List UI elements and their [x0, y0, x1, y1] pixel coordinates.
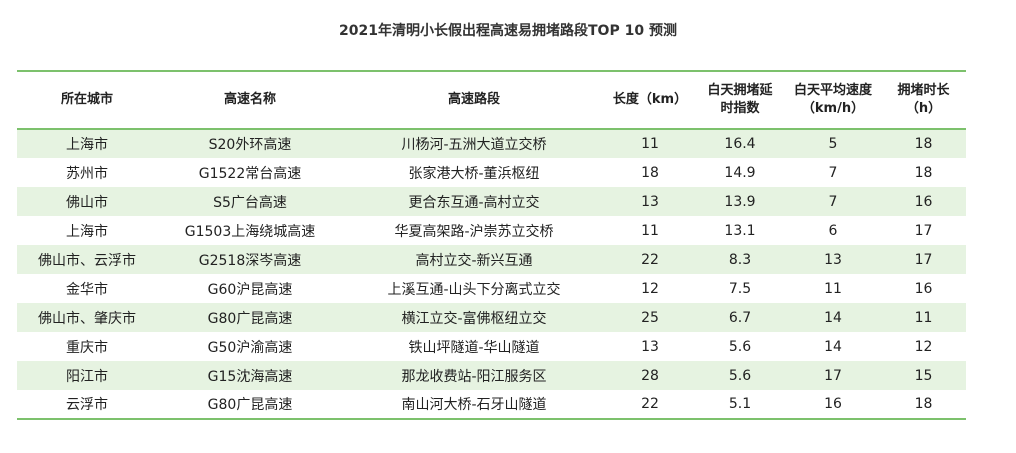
- cell-congestion-duration: 18: [881, 129, 966, 158]
- cell-length: 12: [641, 280, 659, 297]
- header-length: 长度（km）: [605, 70, 695, 130]
- cell-city: 上海市: [66, 223, 108, 240]
- cell-congestion-duration: 11: [881, 303, 966, 332]
- cell-city: 佛山市、肇庆市: [17, 303, 157, 332]
- cell-delay-index: 6.7: [695, 303, 785, 332]
- cell-highway-name: G80广昆高速: [157, 390, 343, 420]
- cell-city: 苏州市: [66, 165, 108, 182]
- cell-highway-section: 高村立交-新兴互通: [343, 245, 605, 274]
- cell-average-speed: 5: [785, 129, 881, 158]
- header-congestion-duration: 拥堵时长 （h）: [881, 70, 966, 130]
- cell-highway-section: 南山河大桥-石牙山隧道: [343, 390, 605, 420]
- cell-delay-index: 5.1: [695, 390, 785, 420]
- cell-average-speed: 11: [824, 280, 842, 297]
- cell-length: 13: [605, 187, 695, 216]
- cell-city: 上海市: [17, 129, 157, 158]
- cell-highway-name: G60沪昆高速: [207, 281, 293, 298]
- table-header: 所在城市 高速名称 高速路段 长度（km） 白天拥堵延 时指数 白天平均速度 （…: [17, 70, 966, 130]
- cell-highway-section: 上溪互通-山头下分离式立交: [387, 281, 561, 298]
- cell-city: 金华市: [66, 281, 108, 298]
- cell-average-speed: 7: [785, 187, 881, 216]
- congestion-table-container: 所在城市 高速名称 高速路段 长度（km） 白天拥堵延 时指数 白天平均速度 （…: [17, 70, 966, 420]
- cell-city: 重庆市: [66, 339, 108, 356]
- cell-highway-name: S5广台高速: [157, 187, 343, 216]
- cell-delay-index: 14.9: [724, 164, 756, 181]
- cell-delay-index: 16.4: [695, 129, 785, 158]
- cell-highway-name: S20外环高速: [157, 129, 343, 158]
- cell-congestion-duration: 15: [881, 361, 966, 390]
- cell-city: 佛山市: [17, 187, 157, 216]
- header-city: 所在城市: [17, 70, 157, 130]
- cell-congestion-duration: 17: [881, 245, 966, 274]
- cell-congestion-duration: 12: [914, 338, 933, 355]
- table-row: 金华市 G60沪昆高速 上溪互通-山头下分离式立交 12 7.5 11 16: [17, 274, 966, 303]
- cell-highway-section: 那龙收费站-阳江服务区: [343, 361, 605, 390]
- cell-highway-name: G2518深岑高速: [157, 245, 343, 274]
- cell-city: 阳江市: [17, 361, 157, 390]
- cell-city: 佛山市、云浮市: [17, 245, 157, 274]
- header-row: 所在城市 高速名称 高速路段 长度（km） 白天拥堵延 时指数 白天平均速度 （…: [17, 70, 966, 130]
- table-row: 阳江市 G15沈海高速 那龙收费站-阳江服务区 28 5.6 17 15: [17, 361, 966, 390]
- cell-average-speed: 16: [785, 390, 881, 420]
- cell-highway-name: G50沪渝高速: [207, 339, 293, 356]
- cell-delay-index: 5.6: [728, 338, 752, 355]
- congestion-table: 所在城市 高速名称 高速路段 长度（km） 白天拥堵延 时指数 白天平均速度 （…: [17, 70, 966, 420]
- table-row: 佛山市、肇庆市 G80广昆高速 横江立交-富佛枢纽立交 25 6.7 14 11: [17, 303, 966, 332]
- cell-length: 11: [641, 222, 659, 239]
- cell-highway-section: 横江立交-富佛枢纽立交: [343, 303, 605, 332]
- cell-highway-name: G80广昆高速: [157, 303, 343, 332]
- cell-congestion-duration: 18: [881, 390, 966, 420]
- header-average-speed: 白天平均速度 （km/h）: [785, 70, 881, 130]
- cell-highway-section: 更合东互通-高村立交: [343, 187, 605, 216]
- cell-length: 22: [605, 245, 695, 274]
- cell-average-speed: 17: [785, 361, 881, 390]
- cell-length: 11: [605, 129, 695, 158]
- header-highway-section: 高速路段: [343, 70, 605, 130]
- cell-highway-name: G1522常台高速: [198, 165, 302, 182]
- cell-delay-index: 7.5: [728, 280, 752, 297]
- cell-length: 18: [641, 164, 659, 181]
- table-row: 佛山市、云浮市 G2518深岑高速 高村立交-新兴互通 22 8.3 13 17: [17, 245, 966, 274]
- cell-length: 22: [605, 390, 695, 420]
- header-delay-index: 白天拥堵延 时指数: [695, 70, 785, 130]
- cell-average-speed: 13: [785, 245, 881, 274]
- cell-delay-index: 13.1: [724, 222, 756, 239]
- cell-highway-section: 铁山坪隧道-华山隧道: [408, 339, 540, 356]
- page-title: 2021年清明小长假出程高速易拥堵路段TOP 10 预测: [339, 23, 677, 39]
- cell-highway-section: 华夏高架路-沪崇苏立交桥: [394, 223, 554, 240]
- cell-congestion-duration: 16: [881, 187, 966, 216]
- table-row: 云浮市 G80广昆高速 南山河大桥-石牙山隧道 22 5.1 16 18: [17, 390, 966, 420]
- cell-congestion-duration: 16: [914, 280, 933, 297]
- cell-congestion-duration: 17: [914, 222, 933, 239]
- cell-highway-name: G1503上海绕城高速: [184, 223, 316, 240]
- cell-average-speed: 14: [785, 303, 881, 332]
- table-row: 佛山市 S5广台高速 更合东互通-高村立交 13 13.9 7 16: [17, 187, 966, 216]
- table-row: 上海市 S20外环高速 川杨河-五洲大道立交桥 11 16.4 5 18: [17, 129, 966, 158]
- cell-average-speed: 7: [828, 164, 838, 181]
- cell-delay-index: 13.9: [695, 187, 785, 216]
- cell-average-speed: 14: [824, 338, 842, 355]
- cell-delay-index: 8.3: [695, 245, 785, 274]
- cell-length: 28: [605, 361, 695, 390]
- cell-length: 25: [605, 303, 695, 332]
- table-body: 上海市 S20外环高速 川杨河-五洲大道立交桥 11 16.4 5 18 苏州市…: [17, 129, 966, 420]
- cell-delay-index: 5.6: [695, 361, 785, 390]
- cell-city: 云浮市: [17, 390, 157, 420]
- cell-highway-section: 川杨河-五洲大道立交桥: [343, 129, 605, 158]
- cell-average-speed: 6: [828, 222, 838, 239]
- cell-length: 13: [641, 338, 659, 355]
- table-row: 重庆市 G50沪渝高速 铁山坪隧道-华山隧道 13 5.6 14 12: [17, 332, 966, 361]
- table-row: 苏州市 G1522常台高速 张家港大桥-董浜枢纽 18 14.9 7 18: [17, 158, 966, 187]
- table-row: 上海市 G1503上海绕城高速 华夏高架路-沪崇苏立交桥 11 13.1 6 1…: [17, 216, 966, 245]
- cell-highway-section: 张家港大桥-董浜枢纽: [408, 165, 540, 182]
- header-highway-name: 高速名称: [157, 70, 343, 130]
- cell-highway-name: G15沈海高速: [157, 361, 343, 390]
- cell-congestion-duration: 18: [914, 164, 933, 181]
